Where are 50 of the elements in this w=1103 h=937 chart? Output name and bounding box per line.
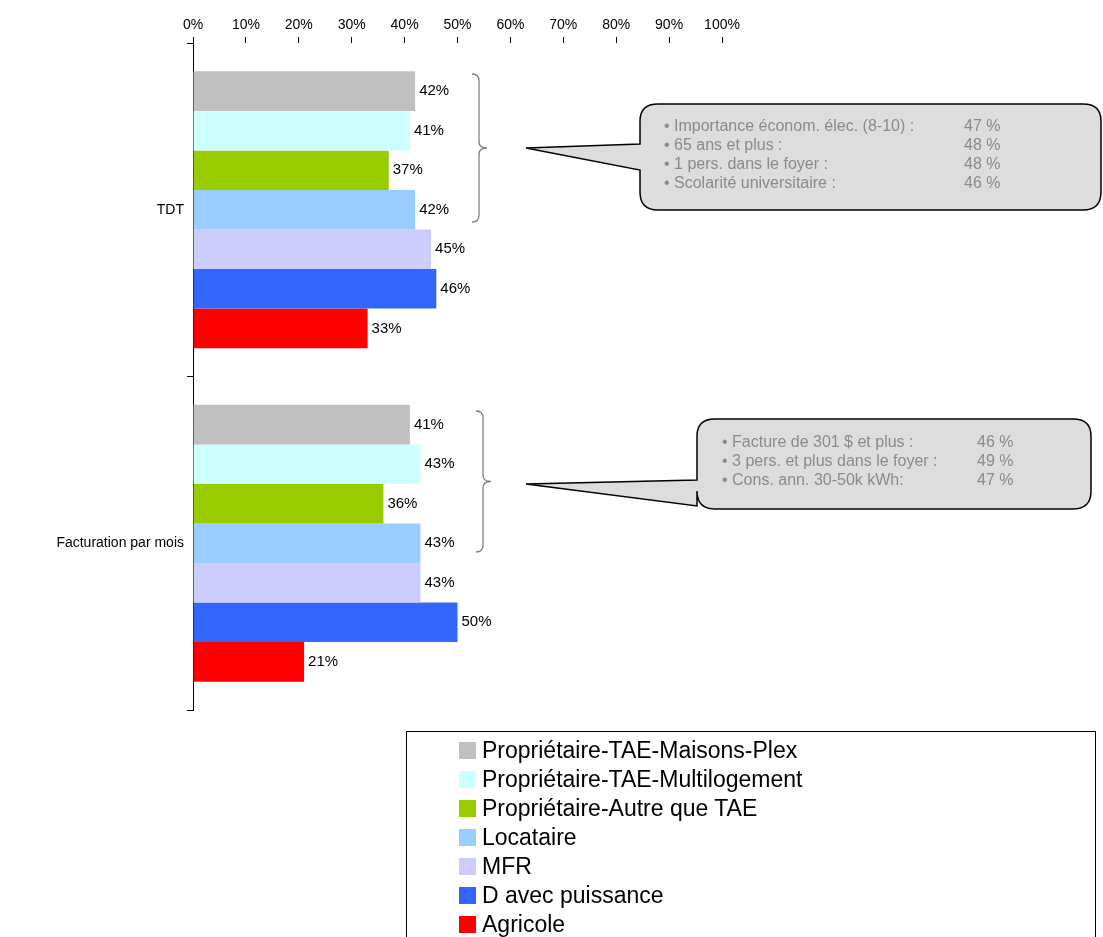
data-label: 37% [392, 160, 423, 178]
bar [193, 229, 432, 270]
x-tick-label: 0% [182, 16, 204, 33]
bar [193, 110, 410, 151]
x-tick-label: 80% [602, 16, 631, 33]
data-label: 33% [371, 318, 402, 336]
bar [193, 602, 458, 643]
legend-label: Propriétaire-TAE-Maisons-Plex [482, 737, 798, 764]
data-label: 50% [461, 612, 492, 630]
x-tick-label: 30% [337, 16, 366, 33]
legend-label: Propriétaire-TAE-Multilogement [482, 766, 803, 793]
data-label: 21% [308, 652, 339, 670]
data-label: 36% [387, 493, 418, 511]
bar [193, 71, 416, 111]
bar [193, 523, 421, 564]
x-tick-label: 60% [496, 16, 525, 33]
data-label: 42% [419, 199, 450, 217]
text: • Facture de 301 $ et plus : 46 % • 3 pers. et plus dans le foyer : 49 % • Cons. ann. 30-50k kWh: 47 % [722, 433, 1014, 488]
legend-label: Agricole [482, 911, 566, 937]
data-label: 43% [424, 572, 455, 590]
data-label: 43% [424, 533, 455, 551]
data-label: 41% [413, 120, 444, 138]
bar [193, 444, 421, 484]
bar [193, 308, 368, 349]
bar [193, 404, 410, 445]
bar [193, 150, 389, 190]
bar [193, 563, 421, 603]
text: • Importance économ. élec. (8-10) : 47 % • 65 ans et plus : 48 % • 1 pers. dans le foyer : 48 % • Scolarité universitaire : 46 % [664, 117, 1001, 191]
x-tick-label: 10% [231, 16, 260, 33]
x-tick-label: 50% [443, 16, 472, 33]
data-label: 41% [413, 414, 444, 432]
x-tick-label: 70% [549, 16, 578, 33]
data-label: 46% [440, 278, 471, 296]
x-tick-label: 100% [704, 16, 740, 33]
legend-label: Propriétaire-Autre que TAE [482, 795, 758, 822]
bar [193, 483, 384, 524]
bar [193, 642, 305, 682]
legend-label: Locataire [482, 824, 577, 851]
x-tick-label: 20% [284, 16, 313, 33]
x-tick-label: 40% [390, 16, 419, 33]
y-tick-label: Facturation par mois [56, 534, 184, 551]
data-label: 45% [435, 239, 466, 257]
bar [193, 189, 416, 230]
legend-label: MFR [482, 853, 532, 880]
y-tick-label: TDT [156, 200, 185, 217]
legend-label: D avec puissance [482, 882, 664, 909]
x-tick-label: 90% [655, 16, 684, 33]
data-label: 42% [419, 81, 450, 99]
data-label: 43% [424, 454, 455, 472]
bar [193, 269, 437, 309]
